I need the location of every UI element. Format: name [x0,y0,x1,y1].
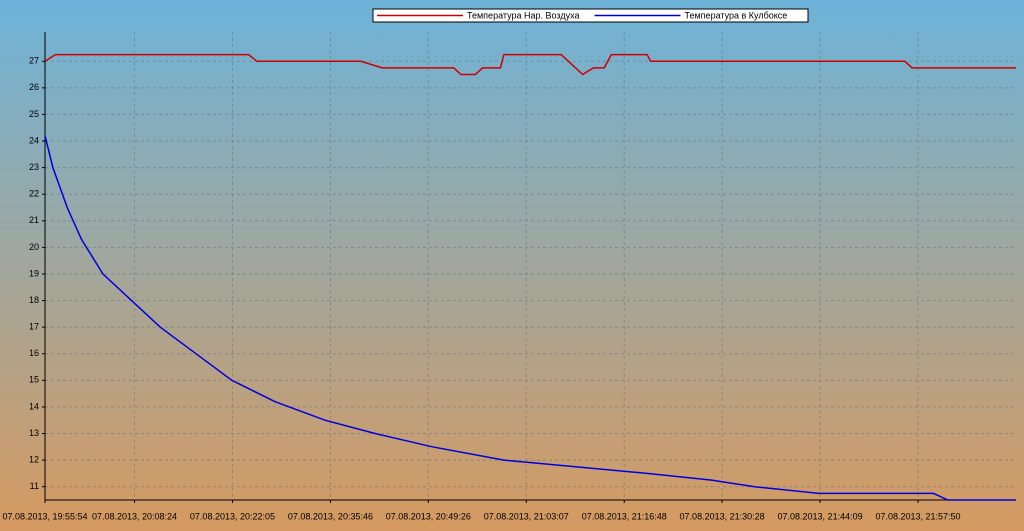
x-tick-label: 07.08.2013, 19:55:54 [2,511,87,521]
x-tick-label: 07.08.2013, 21:57:50 [875,511,960,521]
x-tick-label: 07.08.2013, 20:08:24 [92,511,177,521]
y-tick-label: 26 [29,82,39,92]
y-tick-label: 19 [29,268,39,278]
y-tick-label: 18 [29,295,39,305]
y-tick-label: 11 [30,481,39,491]
y-tick-label: 21 [29,215,39,225]
y-tick-label: 27 [29,56,39,66]
y-tick-label: 15 [29,375,39,385]
legend-box [372,8,809,23]
x-tick-label: 07.08.2013, 21:44:09 [778,511,863,521]
y-tick-label: 20 [29,242,39,252]
y-tick-label: 17 [29,322,39,332]
y-tick-label: 16 [29,348,39,358]
series-line [44,135,1016,501]
y-tick-label: 23 [29,162,39,172]
y-tick-label: 13 [29,428,39,438]
y-tick-label: 25 [29,109,39,119]
legend-label: Температура Нар. Воздуха [467,10,580,20]
x-tick-label: 07.08.2013, 21:03:07 [484,511,569,521]
y-tick-label: 22 [29,189,39,199]
x-tick-label: 07.08.2013, 20:35:46 [288,511,373,521]
series-line [44,53,1016,76]
y-tick-label: 12 [29,454,39,464]
x-tick-label: 07.08.2013, 20:22:05 [190,511,275,521]
y-tick-label: 24 [29,135,39,145]
legend-label: Температура в Кулбоксе [685,10,788,20]
x-tick-label: 07.08.2013, 21:30:28 [680,511,765,521]
y-tick-label: 14 [29,401,39,411]
x-tick-label: 07.08.2013, 20:49:26 [386,511,471,521]
x-tick-label: 07.08.2013, 21:16:48 [582,511,667,521]
